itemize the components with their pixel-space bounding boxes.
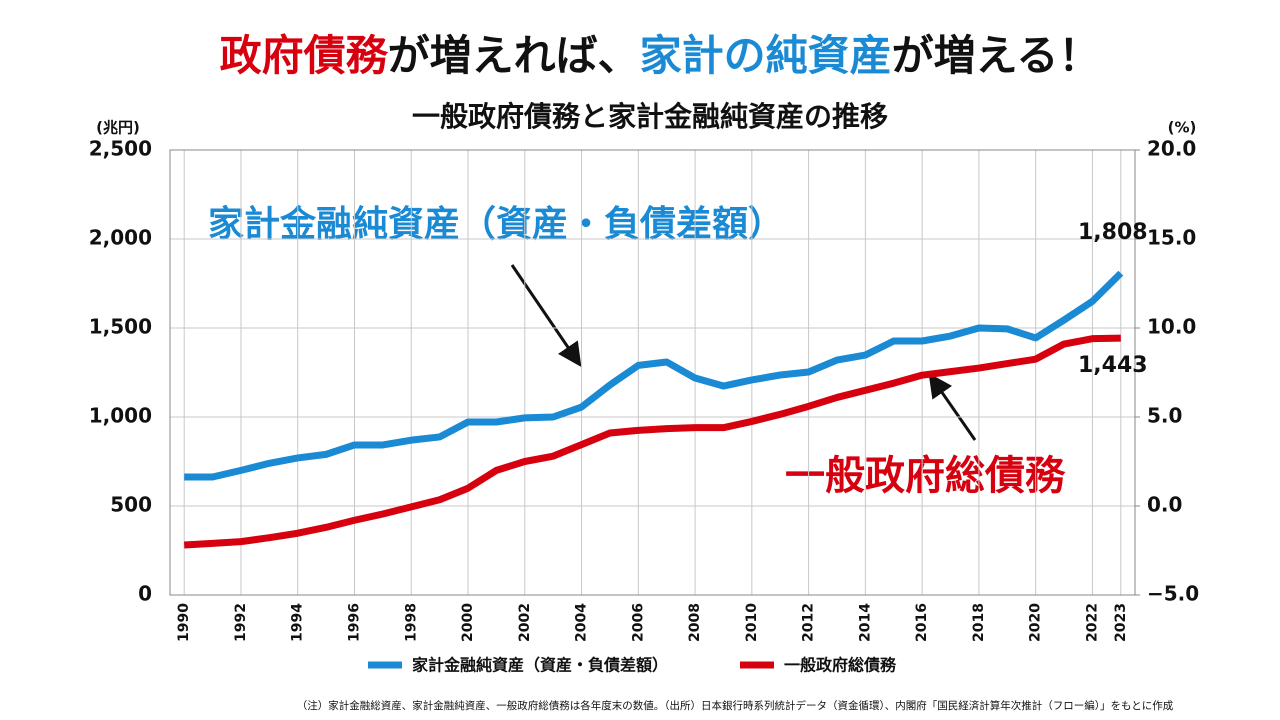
chart-subtitle: 一般政府債務と家計金融純資産の推移 xyxy=(412,100,888,133)
x-tick-label: 1994 xyxy=(290,603,306,642)
value-label: 1,808 xyxy=(1078,220,1148,245)
x-tick-label: 2012 xyxy=(801,603,817,642)
title-part: 家計の純資産 xyxy=(640,31,892,80)
x-tick-label: 2014 xyxy=(857,603,873,642)
legend-label: 家計金融純資産（資産・負債差額） xyxy=(412,656,668,675)
x-tick-label: 2023 xyxy=(1113,603,1129,642)
plot-frame xyxy=(169,149,1136,596)
footnote: （注）家計金融総資産、家計金融純資産、一般政府総債務は各年度末の数値。（出所）日… xyxy=(297,699,1174,712)
series-line xyxy=(183,334,1121,549)
y2-axis-unit: (%) xyxy=(1168,119,1197,137)
arrow xyxy=(928,373,977,441)
x-tick-label: 1996 xyxy=(346,603,362,642)
x-tick-label: 2010 xyxy=(744,603,760,642)
x-tick-label: 2008 xyxy=(687,603,703,642)
x-tick-label: 2016 xyxy=(914,603,930,642)
x-tick-label: 2018 xyxy=(971,603,987,642)
x-tick-label: 2002 xyxy=(517,603,533,642)
series-annotation: 一般政府総債務 xyxy=(785,453,1066,499)
title-part: が増えれば、 xyxy=(388,31,640,80)
title-part: が増える！ xyxy=(892,31,1101,80)
y2-tick-label: 20.0 xyxy=(1147,137,1196,161)
y-tick-label: 1,000 xyxy=(89,404,152,428)
x-tick-label: 2022 xyxy=(1084,603,1100,642)
value-label: 1,443 xyxy=(1078,353,1148,378)
y-tick-label: 1,500 xyxy=(89,315,152,339)
x-tick-label: 1992 xyxy=(233,603,249,642)
x-tick-label: 2006 xyxy=(630,603,646,642)
y-tick-label: 2,500 xyxy=(89,137,152,161)
x-tick-label: 1990 xyxy=(176,603,192,642)
y2-tick-label: −5.0 xyxy=(1147,582,1199,606)
x-tick-label: 1998 xyxy=(403,603,419,642)
y-tick-label: 500 xyxy=(110,493,152,517)
title-part: 政府債務 xyxy=(220,31,389,80)
y2-tick-label: 10.0 xyxy=(1147,315,1196,339)
x-tick-label: 2000 xyxy=(460,603,476,642)
x-tick-label: 2020 xyxy=(1028,603,1044,642)
legend-label: 一般政府総債務 xyxy=(784,656,897,675)
chart-title: 政府債務が増えれば、家計の純資産が増える！ xyxy=(220,31,1101,80)
series-annotation: 家計金融純資産（資産・負債差額） xyxy=(208,203,784,245)
y-tick-label: 0 xyxy=(138,582,152,606)
y-tick-label: 2,000 xyxy=(89,226,152,250)
y2-tick-label: 5.0 xyxy=(1147,404,1182,428)
y2-tick-label: 15.0 xyxy=(1147,226,1196,250)
arrow xyxy=(510,264,582,367)
y2-tick-label: 0.0 xyxy=(1147,493,1182,517)
series-line xyxy=(184,270,1124,481)
y-axis-unit: (兆円) xyxy=(96,119,140,137)
x-tick-label: 2004 xyxy=(574,603,590,642)
